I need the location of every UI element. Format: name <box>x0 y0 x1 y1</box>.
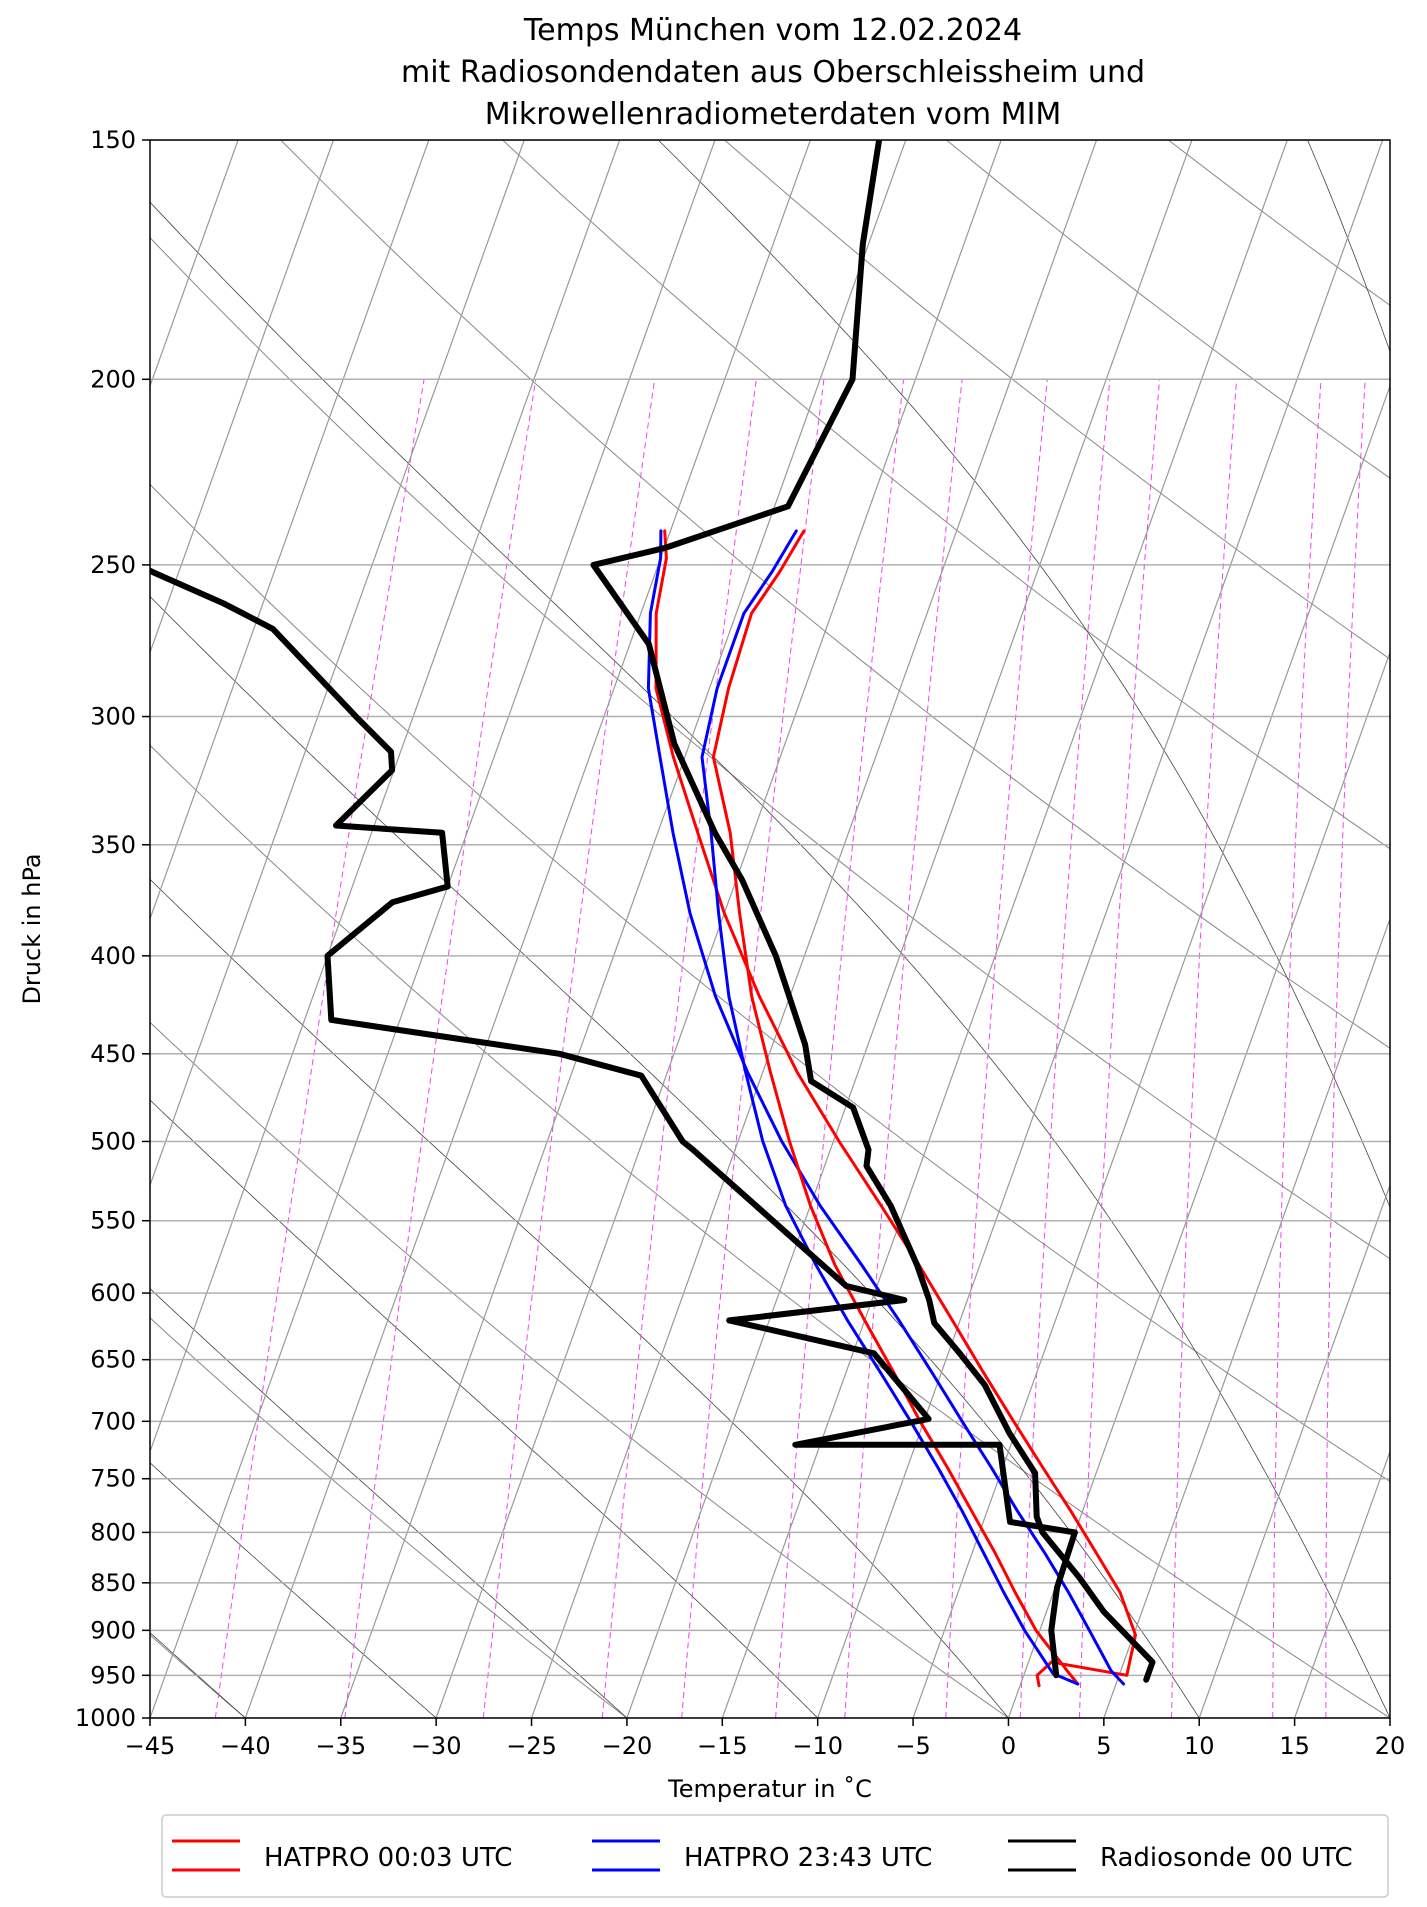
moist-adiabat-line <box>150 878 1009 1718</box>
y-tick-label: 250 <box>90 551 136 579</box>
moist-adiabat-line <box>150 1288 628 1718</box>
profile-series <box>711 529 1080 1686</box>
y-tick-label: 150 <box>90 126 136 154</box>
x-tick-label: 20 <box>1375 1732 1406 1760</box>
isotherm-line <box>626 140 1193 1718</box>
x-axis: −45 −40 −35 −30 −25 −20 −15 −10 −5 0 5 10 15 20 <box>125 1718 1406 1760</box>
isotherm-line <box>912 384 1390 1718</box>
legend: HATPRO 00:03 UTC HATPRO 23:43 UTC Radioson… <box>161 1814 1389 1898</box>
isotherm-line <box>1198 1183 1390 1718</box>
profile-series <box>150 567 1078 1679</box>
title-line-1: Temps München vom 12.02.2024 <box>523 13 1022 48</box>
x-tick-label: −45 <box>125 1732 176 1760</box>
y-tick-label: 450 <box>90 1040 136 1068</box>
x-tick-label: −5 <box>895 1732 930 1760</box>
legend-label: HATPRO 23:43 UTC <box>684 1843 932 1873</box>
x-tick-label: −20 <box>602 1732 653 1760</box>
isotherm-line <box>721 140 1288 1718</box>
x-tick-label: 0 <box>1001 1732 1016 1760</box>
x-tick-label: −35 <box>315 1732 366 1760</box>
x-tick-label: 5 <box>1096 1732 1111 1760</box>
moist-adiabat-line <box>150 1099 818 1718</box>
profile-series <box>700 529 1080 1686</box>
x-axis-label: Temperatur in ˚C <box>667 1775 872 1803</box>
profile-series <box>646 529 1126 1686</box>
moist-adiabat-line <box>150 1462 437 1718</box>
y-tick-label: 800 <box>90 1518 136 1546</box>
y-axis-label: Druck in hPa <box>18 853 46 1004</box>
x-tick-label: −15 <box>697 1732 748 1760</box>
chart-title: Temps München vom 12.02.2024 mit Radioso… <box>401 13 1145 132</box>
y-tick-label: 1000 <box>75 1704 136 1732</box>
isotherm-line <box>244 140 811 1718</box>
y-tick-label: 200 <box>90 365 136 393</box>
x-tick-label: −25 <box>506 1732 557 1760</box>
isotherm-line <box>340 140 907 1718</box>
x-tick-label: 15 <box>1279 1732 1310 1760</box>
y-tick-label: 500 <box>90 1127 136 1155</box>
mixing-ratio-line <box>482 379 656 1718</box>
y-tick-label: 750 <box>90 1465 136 1493</box>
y-tick-label: 600 <box>90 1279 136 1307</box>
x-tick-label: −40 <box>220 1732 271 1760</box>
isotherm-line <box>817 140 1384 1718</box>
y-tick-label: 650 <box>90 1346 136 1374</box>
title-line-3: Mikrowellenradiometerdaten vom MIM <box>485 97 1062 132</box>
legend-label: Radiosonde 00 UTC <box>1100 1843 1353 1873</box>
isotherm-line <box>150 140 621 1454</box>
moist-adiabat-line <box>150 201 1390 1718</box>
y-tick-label: 700 <box>90 1407 136 1435</box>
legend-items: HATPRO 00:03 UTC HATPRO 23:43 UTC Radioson… <box>172 1839 1353 1873</box>
isotherm-line <box>150 140 335 655</box>
isotherm-line <box>1294 1449 1390 1718</box>
isotherm-line <box>435 140 1002 1718</box>
y-tick-label: 400 <box>90 942 136 970</box>
x-tick-label: 10 <box>1184 1732 1215 1760</box>
moist-adiabat-line <box>657 140 1390 1209</box>
legend-box <box>161 1814 1389 1898</box>
y-tick-label: 900 <box>90 1616 136 1644</box>
isotherm-line <box>1103 917 1390 1718</box>
plot-frame <box>149 139 1391 1719</box>
profiles <box>150 140 1156 1688</box>
y-tick-label: 850 <box>90 1569 136 1597</box>
y-tick-label: 950 <box>90 1661 136 1689</box>
legend-label: HATPRO 00:03 UTC <box>264 1843 512 1873</box>
title-line-2: mit Radiosondendaten aus Oberschleisshei… <box>401 55 1145 90</box>
y-tick-label: 300 <box>90 703 136 731</box>
x-tick-label: −30 <box>411 1732 462 1760</box>
isotherm-line <box>530 140 1098 1718</box>
isotherm-line <box>150 140 525 1187</box>
x-tick-label: −10 <box>792 1732 843 1760</box>
y-tick-label: 550 <box>90 1207 136 1235</box>
profile-series <box>590 140 1156 1683</box>
isotherm-line <box>1007 650 1390 1718</box>
mixing-ratio-line <box>344 379 537 1718</box>
y-axis: 150 200 250 300 350 400 450 500 550 600 650 700 750 8… <box>75 126 150 1732</box>
isotherm-line <box>150 140 430 921</box>
y-tick-label: 350 <box>90 831 136 859</box>
isotherm-line <box>150 140 716 1718</box>
